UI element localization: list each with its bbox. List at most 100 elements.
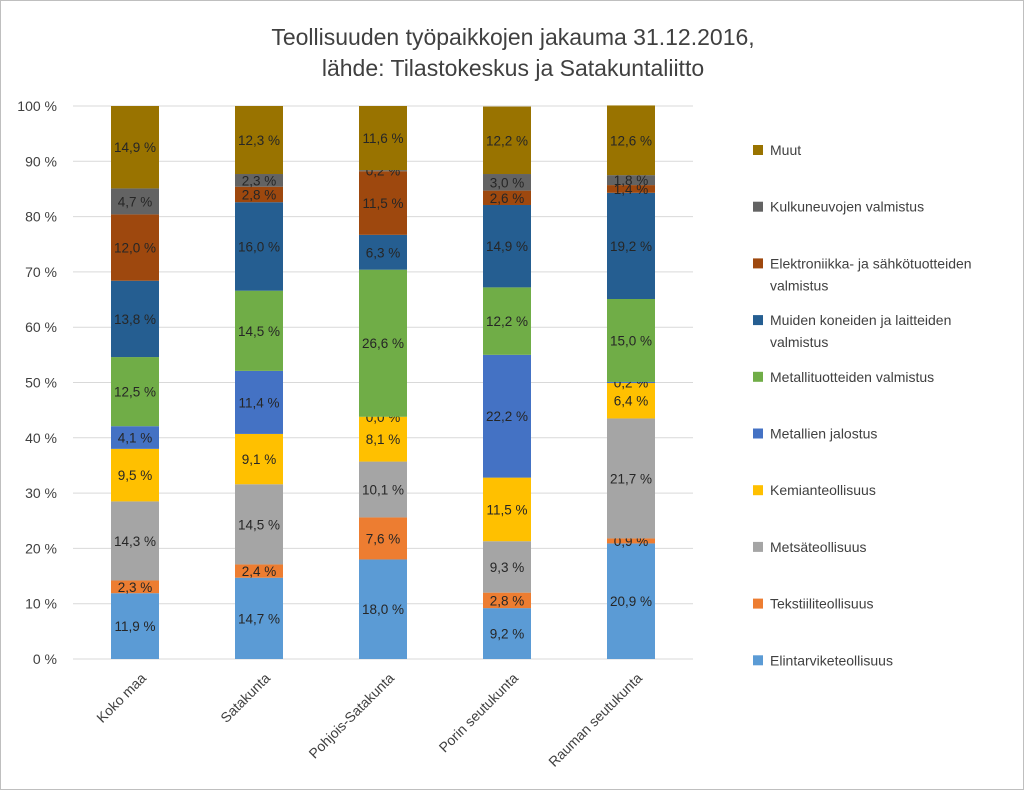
data-label: 18,0 % [362, 602, 404, 617]
y-tick-label: 60 % [25, 319, 57, 335]
legend-label: Kemianteollisuus [770, 482, 876, 498]
bar-segment [607, 418, 655, 539]
data-label: 4,1 % [118, 431, 153, 446]
bar-segment [235, 433, 283, 485]
legend-label: Metsäteollisuus [770, 539, 867, 555]
legend-swatch [753, 258, 763, 269]
data-label: 11,6 % [362, 131, 403, 146]
data-label: 20,9 % [610, 594, 652, 609]
bar-segment [235, 370, 283, 434]
data-label: 13,8 % [114, 312, 156, 327]
data-label: 12,2 % [486, 133, 528, 148]
data-label: 2,3 % [118, 580, 153, 595]
bar-segment [235, 290, 283, 371]
data-label: 2,3 % [242, 173, 277, 188]
legend-swatch [753, 201, 763, 212]
bar-segment [607, 185, 655, 193]
data-label: 9,1 % [242, 452, 277, 467]
bar-segment [111, 448, 159, 502]
x-tick-label: Koko maa [93, 670, 149, 726]
legend-swatch [753, 428, 763, 439]
data-label: 1,4 % [614, 182, 649, 197]
legend-swatch [753, 371, 763, 382]
x-tick-label: Porin seutukunta [436, 670, 522, 756]
bar-segment [359, 269, 407, 417]
bar-segment [483, 190, 531, 205]
data-label: 12,3 % [238, 133, 280, 148]
data-label: 6,4 % [614, 394, 649, 409]
bar-segment [111, 188, 159, 215]
bar-segment [359, 416, 407, 462]
bar-segment [607, 175, 655, 186]
data-label: 14,5 % [238, 517, 280, 532]
bar-segment [111, 580, 159, 594]
legend-swatch [753, 145, 763, 155]
bar-segment [111, 214, 159, 281]
bar-segment [111, 426, 159, 449]
y-tick-label: 90 % [25, 153, 57, 169]
bar-segment [483, 541, 531, 593]
data-label: 21,7 % [610, 471, 652, 486]
bar-segment [359, 559, 407, 659]
x-tick-label: Rauman seutukunta [545, 670, 645, 770]
data-label: 7,6 % [366, 531, 401, 546]
bar-segment [607, 383, 655, 419]
chart-title-line-1: Teollisuuden työpaikkojen jakauma 31.12.… [271, 24, 755, 50]
bar-segment [483, 106, 531, 175]
data-label: 14,7 % [238, 611, 280, 626]
legend-label: Metallien jalostus [770, 426, 877, 442]
bar-segment [359, 106, 407, 171]
bar-segment [483, 354, 531, 478]
legend-swatch [753, 315, 763, 326]
bar-segment [483, 477, 531, 542]
bar-segment [483, 608, 531, 659]
bar-segment [235, 577, 283, 659]
data-label: 9,3 % [490, 560, 525, 575]
bar-segment [607, 381, 655, 384]
legend-swatch [753, 485, 763, 496]
legend-label: Kulkuneuvojen valmistus [770, 199, 924, 215]
y-tick-label: 20 % [25, 540, 57, 556]
legend-label: Tekstiiliteollisuus [770, 596, 873, 612]
data-label: 12,6 % [610, 133, 652, 148]
bar-segment [607, 543, 655, 659]
x-tick-label: Satakunta [217, 670, 273, 726]
y-tick-label: 80 % [25, 209, 57, 225]
y-tick-label: 30 % [25, 485, 57, 501]
bar-segment [607, 192, 655, 299]
bar-segment [235, 564, 283, 578]
bar-segment [111, 357, 159, 427]
bar-segment [483, 592, 531, 609]
bar-segment [235, 484, 283, 565]
legend-label: valmistus [770, 277, 828, 293]
bar-segment [235, 174, 283, 187]
bar-segment [359, 517, 407, 560]
data-label: 8,1 % [366, 432, 401, 447]
bar-segment [607, 298, 655, 382]
bar-segment [607, 538, 655, 544]
data-label: 2,6 % [490, 191, 525, 206]
data-label: 14,3 % [114, 534, 156, 549]
data-label: 16,0 % [238, 239, 280, 254]
legend-swatch [753, 598, 763, 609]
bar-segment [359, 170, 407, 172]
data-label: 10,1 % [362, 483, 404, 498]
y-tick-label: 70 % [25, 264, 57, 280]
data-label: 12,5 % [114, 385, 156, 400]
x-tick-label: Pohjois-Satakunta [305, 670, 397, 762]
y-tick-label: 10 % [25, 596, 57, 612]
data-label: 11,4 % [238, 395, 279, 410]
data-label: 2,8 % [490, 593, 525, 608]
bar-segment [111, 106, 159, 189]
data-label: 14,5 % [238, 324, 280, 339]
data-label: 9,5 % [118, 468, 153, 483]
data-label: 15,0 % [610, 333, 652, 348]
legend-label: Elintarviketeollisuus [770, 652, 893, 668]
data-label: 14,9 % [486, 239, 528, 254]
bar-segment [483, 287, 531, 355]
data-label: 11,5 % [362, 196, 403, 211]
data-label: 9,2 % [490, 627, 525, 642]
data-label: 12,2 % [486, 314, 528, 329]
